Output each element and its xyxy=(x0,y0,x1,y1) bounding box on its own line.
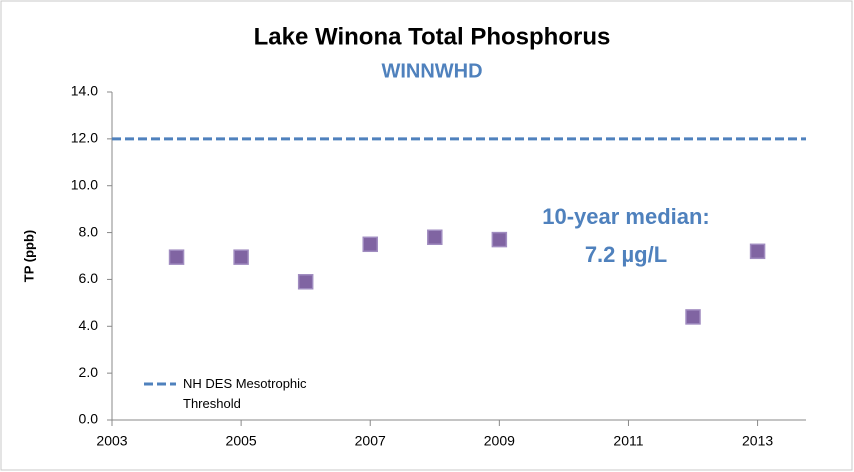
y-tick-label: 2.0 xyxy=(79,364,99,380)
marker xyxy=(685,309,701,325)
chart-title: Lake Winona Total Phosphorus xyxy=(254,23,611,50)
y-tick-label: 6.0 xyxy=(79,270,99,286)
x-tick-label: 2005 xyxy=(226,433,257,449)
annotation: 10-year median: xyxy=(542,204,710,229)
x-tick-label: 2013 xyxy=(742,433,773,449)
y-tick-label: 0.0 xyxy=(79,411,99,427)
chart-subtitle: WINNWHD xyxy=(381,60,482,82)
x-tick-label: 2011 xyxy=(613,433,643,449)
marker xyxy=(362,236,378,253)
y-axis-label: TP (ppb) xyxy=(21,230,36,282)
legend-label: NH DES Mesotrophic Threshold xyxy=(183,376,307,411)
y-tick-label: 4.0 xyxy=(79,317,99,333)
x-tick-label: 2003 xyxy=(96,433,127,449)
y-tick-label: 10.0 xyxy=(71,176,98,192)
x-tick-label: 2007 xyxy=(355,433,386,449)
marker xyxy=(749,243,766,260)
y-tick-label: 8.0 xyxy=(79,223,99,239)
annotation: 7.2 µg/L xyxy=(585,242,667,267)
marker xyxy=(168,249,185,265)
y-tick-label: 12.0 xyxy=(71,130,98,146)
marker xyxy=(427,229,443,246)
marker xyxy=(491,231,508,248)
y-tick-label: 14.0 xyxy=(71,83,98,99)
x-tick-label: 2009 xyxy=(484,433,515,449)
marker xyxy=(233,249,249,265)
marker xyxy=(297,274,314,290)
